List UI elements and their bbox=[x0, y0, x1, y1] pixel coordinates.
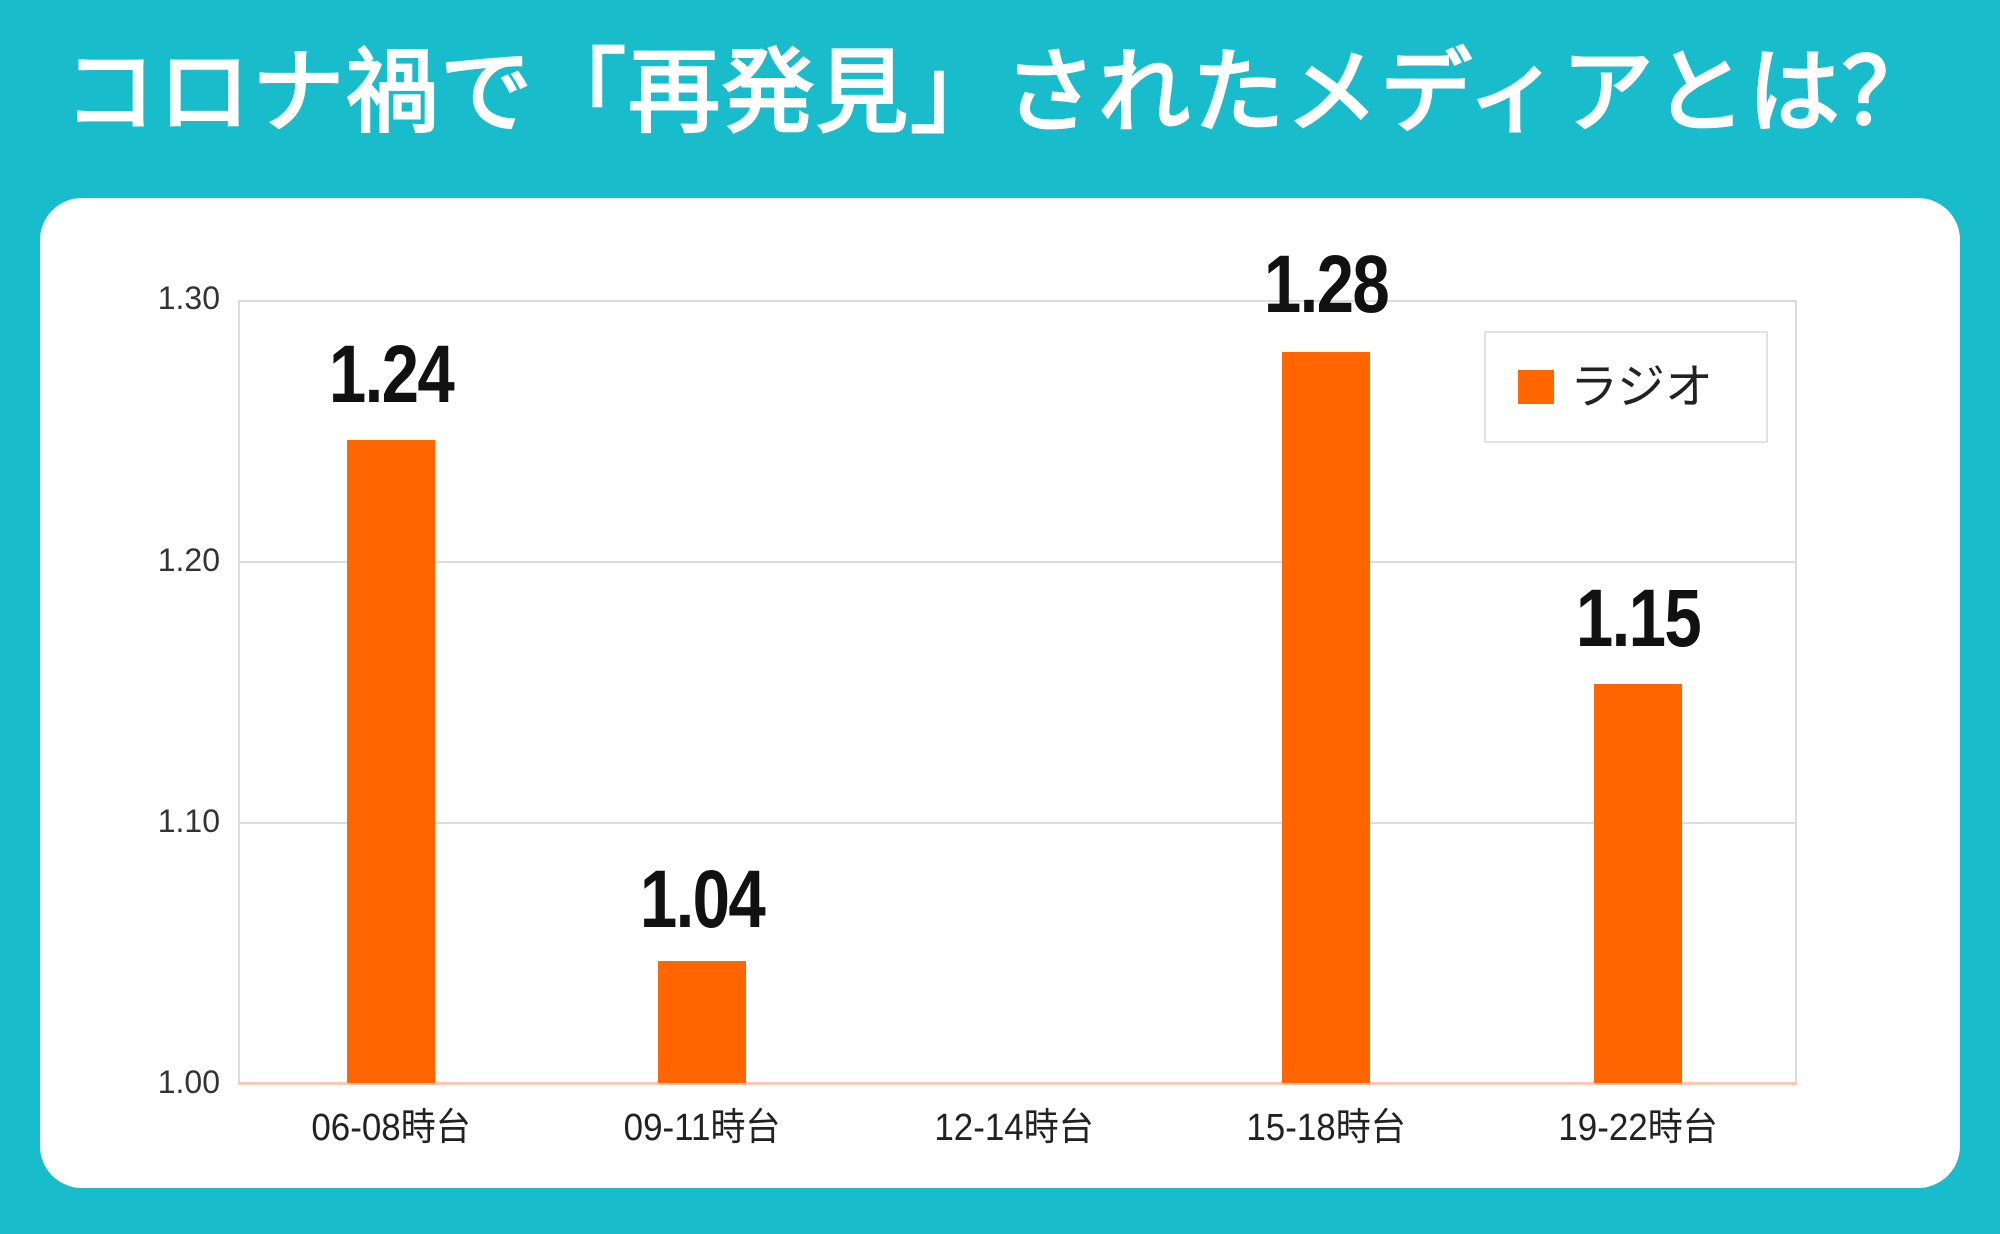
bar-value-label: 1.15 bbox=[1575, 573, 1702, 664]
legend-label: ラジオ bbox=[1570, 359, 1714, 415]
gridline-1-10 bbox=[238, 822, 1797, 824]
plot-area bbox=[238, 300, 1797, 1083]
gridline-1-20 bbox=[238, 561, 1797, 563]
chart-title: コロナ禍で「再発見」されたメディアとは？ bbox=[64, 39, 1936, 146]
bar-19-22 bbox=[1594, 684, 1682, 1083]
bar-06-08 bbox=[347, 440, 435, 1083]
bar-value-label: 1.24 bbox=[328, 329, 455, 420]
legend: ラジオ bbox=[1484, 331, 1768, 443]
x-tick-label: 09-11時台 bbox=[623, 1107, 781, 1149]
bar-09-11 bbox=[658, 961, 746, 1083]
y-tick-label: 1.20 bbox=[157, 542, 220, 578]
bar-value-label: 1.28 bbox=[1263, 239, 1390, 330]
x-axis-baseline bbox=[238, 1082, 1797, 1085]
gridline-1-30 bbox=[238, 300, 1797, 302]
y-tick-label: 1.10 bbox=[157, 803, 220, 839]
x-tick-label: 15-18時台 bbox=[1246, 1107, 1406, 1149]
legend-swatch-icon bbox=[1518, 370, 1554, 404]
x-tick-label: 06-08時台 bbox=[311, 1107, 471, 1149]
bar-value-label: 1.04 bbox=[639, 854, 766, 945]
y-tick-label: 1.00 bbox=[157, 1064, 220, 1100]
bar-15-18 bbox=[1282, 352, 1370, 1083]
y-tick-label: 1.30 bbox=[157, 280, 220, 316]
x-tick-label: 12-14時台 bbox=[934, 1107, 1094, 1149]
x-tick-label: 19-22時台 bbox=[1558, 1107, 1718, 1149]
